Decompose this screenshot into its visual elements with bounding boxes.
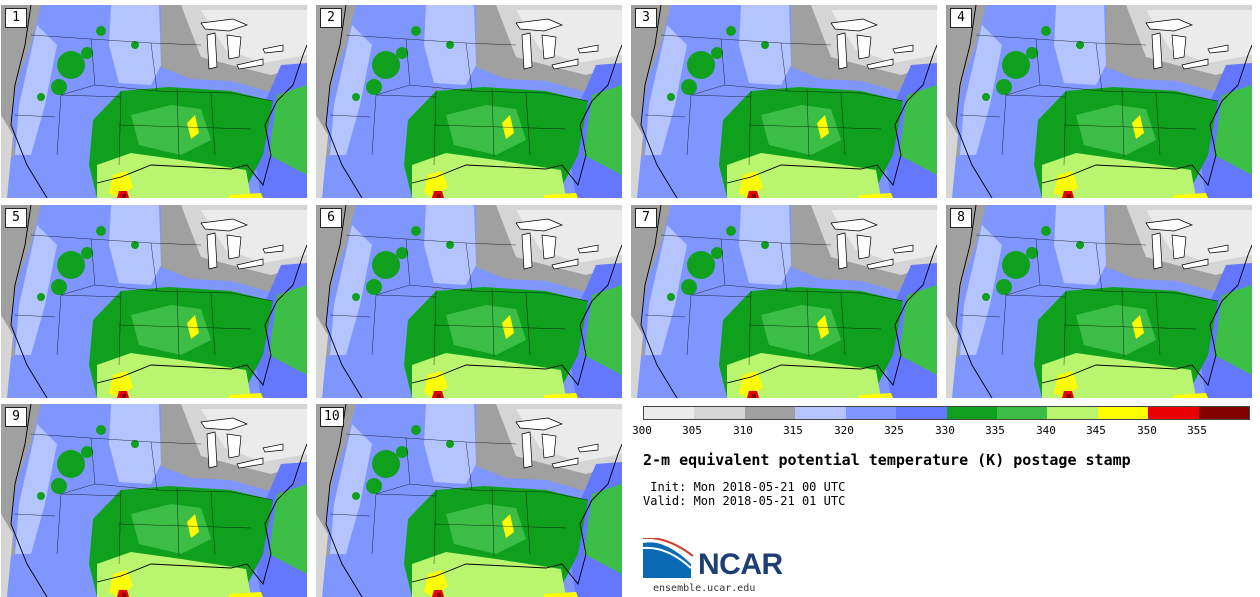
weather-map: [1, 5, 307, 198]
colorbar-swatch: [1148, 407, 1199, 419]
figure-title: 2-m equivalent potential temperature (K)…: [643, 451, 1131, 469]
ncar-logo-icon: [643, 538, 694, 578]
colorbar-tick-label: 340: [1036, 424, 1056, 437]
colorbar-tick-label: 355: [1187, 424, 1207, 437]
ensemble-member-panel: 8: [946, 205, 1252, 398]
weather-map: [631, 5, 937, 198]
weather-map: [1, 404, 307, 597]
colorbar-swatch: [644, 407, 695, 419]
colorbar-tick-label: 315: [783, 424, 803, 437]
colorbar-tick-labels: 300 305 310 315 320 325 330 335 340 345 …: [630, 424, 1250, 438]
weather-map: [316, 404, 622, 597]
colorbar-tick-label: 350: [1137, 424, 1157, 437]
ensemble-member-panel: 6: [316, 205, 622, 398]
member-number-label: 10: [320, 407, 344, 427]
ensemble-member-panel: 7: [631, 205, 937, 398]
website-url: ensemble.ucar.edu: [653, 583, 756, 594]
ensemble-member-panel: 10: [316, 404, 622, 597]
colorbar-swatch: [845, 407, 897, 419]
colorbar-swatch: [795, 407, 846, 419]
ensemble-member-panel: 3: [631, 5, 937, 198]
weather-map: [631, 205, 937, 398]
valid-time: Valid: Mon 2018-05-21 01 UTC: [643, 494, 846, 508]
member-number-label: 5: [5, 208, 27, 228]
colorbar-swatch: [1097, 407, 1149, 419]
ensemble-member-panel: 2: [316, 5, 622, 198]
colorbar-tick-label: 330: [935, 424, 955, 437]
colorbar-swatch: [946, 407, 997, 419]
colorbar-tick-label: 345: [1086, 424, 1106, 437]
member-number-label: 3: [635, 8, 657, 28]
colorbar-swatch: [996, 407, 1048, 419]
colorbar-tick-label: 305: [682, 424, 702, 437]
weather-map: [946, 205, 1252, 398]
member-number-label: 9: [5, 407, 27, 427]
ensemble-member-panel: 1: [1, 5, 307, 198]
colorbar-tick-label: 325: [884, 424, 904, 437]
member-number-label: 2: [320, 8, 342, 28]
ensemble-member-panel: 5: [1, 205, 307, 398]
ncar-logo-text: NCAR: [698, 548, 783, 581]
colorbar: [643, 406, 1250, 420]
colorbar-swatch: [694, 407, 745, 419]
member-number-label: 8: [950, 208, 972, 228]
init-time: Init: Mon 2018-05-21 00 UTC: [643, 480, 846, 494]
member-number-label: 6: [320, 208, 342, 228]
member-number-label: 7: [635, 208, 657, 228]
weather-map: [946, 5, 1252, 198]
member-number-label: 4: [950, 8, 972, 28]
ensemble-member-panel: 4: [946, 5, 1252, 198]
colorbar-swatch: [1047, 407, 1098, 419]
weather-map: [316, 5, 622, 198]
colorbar-tick-label: 320: [834, 424, 854, 437]
colorbar-tick-label: 300: [632, 424, 652, 437]
colorbar-swatch: [1198, 407, 1250, 419]
colorbar-tick-label: 310: [733, 424, 753, 437]
member-number-label: 1: [5, 8, 27, 28]
ensemble-member-panel: 9: [1, 404, 307, 597]
weather-map: [316, 205, 622, 398]
colorbar-tick-label: 335: [985, 424, 1005, 437]
colorbar-swatch: [744, 407, 796, 419]
weather-map: [1, 205, 307, 398]
colorbar-swatch: [896, 407, 947, 419]
